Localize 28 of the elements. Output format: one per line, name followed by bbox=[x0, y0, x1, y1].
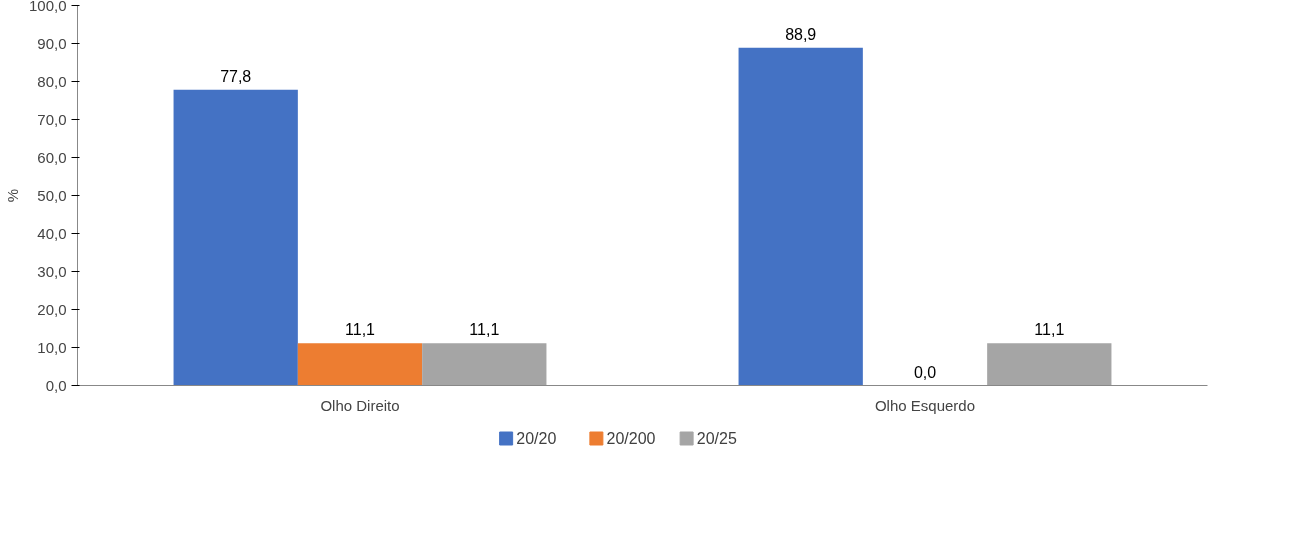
y-axis-title: % bbox=[3, 188, 21, 203]
data-label: 11,1 bbox=[345, 321, 376, 339]
data-label: 88,9 bbox=[785, 25, 817, 43]
y-tick-label: 50,0 bbox=[37, 186, 67, 204]
bar bbox=[173, 89, 298, 386]
y-tick-label: 80,0 bbox=[37, 72, 67, 90]
y-tick-label: 70,0 bbox=[37, 110, 67, 128]
bar bbox=[297, 343, 423, 386]
legend-label: 20/25 bbox=[696, 430, 737, 447]
y-tick-label: 30,0 bbox=[37, 262, 67, 280]
data-label: 11,1 bbox=[1034, 321, 1065, 339]
y-tick-label: 100,0 bbox=[28, 0, 67, 14]
y-tick-label: 20,0 bbox=[37, 300, 67, 318]
legend-label: 20/20 bbox=[516, 430, 557, 447]
y-tick-label: 60,0 bbox=[37, 148, 67, 166]
x-tick-label: Olho Direito bbox=[320, 396, 400, 414]
bar bbox=[738, 47, 863, 386]
data-label: 0,0 bbox=[913, 363, 937, 381]
legend-label: 20/200 bbox=[606, 430, 656, 447]
y-tick-label: 10,0 bbox=[37, 338, 67, 356]
bar bbox=[987, 343, 1112, 386]
data-label: 11,1 bbox=[469, 321, 500, 339]
y-tick-label: 90,0 bbox=[37, 34, 67, 52]
bar bbox=[422, 343, 547, 386]
x-tick-label: Olho Esquerdo bbox=[874, 396, 976, 414]
y-tick-label: 40,0 bbox=[37, 224, 67, 242]
data-label: 77,8 bbox=[220, 67, 252, 85]
y-tick-label: 0,0 bbox=[45, 376, 67, 394]
